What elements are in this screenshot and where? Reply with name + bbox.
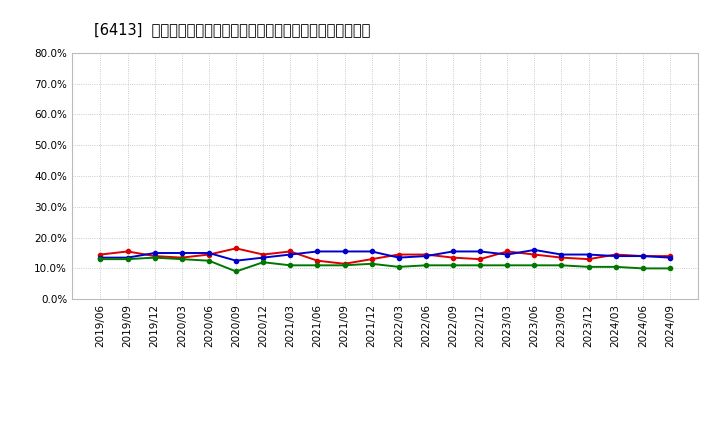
- 売上債権: [449, 255, 457, 260]
- 買入債務: [367, 261, 376, 267]
- 在庫: [178, 250, 186, 256]
- 買入債務: [150, 255, 159, 260]
- 在庫: [367, 249, 376, 254]
- 在庫: [639, 253, 647, 259]
- 在庫: [204, 250, 213, 256]
- Text: [6413]  売上債権、在庫、買入債務の総資産に対する比率の推移: [6413] 売上債権、在庫、買入債務の総資産に対する比率の推移: [94, 22, 370, 37]
- 買入債務: [123, 257, 132, 262]
- 買入債務: [286, 263, 294, 268]
- 売上債権: [665, 253, 674, 259]
- 売上債権: [584, 257, 593, 262]
- 買入債務: [341, 263, 349, 268]
- 在庫: [395, 255, 403, 260]
- 在庫: [503, 252, 511, 257]
- 売上債権: [150, 253, 159, 259]
- 買入債務: [557, 263, 566, 268]
- 買入債務: [503, 263, 511, 268]
- 買入債務: [639, 266, 647, 271]
- 在庫: [530, 247, 539, 253]
- 買入債務: [178, 257, 186, 262]
- 売上債権: [367, 257, 376, 262]
- 売上債権: [476, 257, 485, 262]
- 在庫: [259, 255, 268, 260]
- 売上債権: [232, 246, 240, 251]
- 売上債権: [178, 255, 186, 260]
- 買入債務: [232, 269, 240, 274]
- 買入債務: [395, 264, 403, 269]
- 在庫: [341, 249, 349, 254]
- 売上債権: [557, 255, 566, 260]
- 在庫: [150, 250, 159, 256]
- 在庫: [96, 255, 105, 260]
- Line: 在庫: 在庫: [99, 248, 672, 263]
- 買入債務: [204, 258, 213, 263]
- Legend: 売上債権, 在庫, 買入債務: 売上債権, 在庫, 買入債務: [243, 433, 527, 440]
- 売上債権: [611, 252, 620, 257]
- 在庫: [313, 249, 322, 254]
- 在庫: [584, 252, 593, 257]
- 売上債権: [259, 252, 268, 257]
- 買入債務: [584, 264, 593, 269]
- 買入債務: [665, 266, 674, 271]
- 売上債権: [395, 252, 403, 257]
- 買入債務: [476, 263, 485, 268]
- 在庫: [449, 249, 457, 254]
- 売上債権: [204, 252, 213, 257]
- 買入債務: [530, 263, 539, 268]
- 買入債務: [449, 263, 457, 268]
- 買入債務: [313, 263, 322, 268]
- 売上債権: [530, 252, 539, 257]
- 売上債権: [96, 252, 105, 257]
- 買入債務: [611, 264, 620, 269]
- 在庫: [286, 252, 294, 257]
- 売上債権: [639, 253, 647, 259]
- 在庫: [123, 255, 132, 260]
- Line: 買入債務: 買入債務: [99, 256, 672, 274]
- 在庫: [557, 252, 566, 257]
- 在庫: [665, 255, 674, 260]
- 買入債務: [421, 263, 430, 268]
- 在庫: [421, 253, 430, 259]
- 買入債務: [259, 260, 268, 265]
- 在庫: [476, 249, 485, 254]
- 売上債権: [341, 261, 349, 267]
- 売上債権: [313, 258, 322, 263]
- 売上債権: [123, 249, 132, 254]
- Line: 売上債権: 売上債権: [99, 246, 672, 266]
- 売上債権: [286, 249, 294, 254]
- 売上債権: [503, 249, 511, 254]
- 買入債務: [96, 257, 105, 262]
- 売上債権: [421, 252, 430, 257]
- 在庫: [232, 258, 240, 263]
- 在庫: [611, 253, 620, 259]
